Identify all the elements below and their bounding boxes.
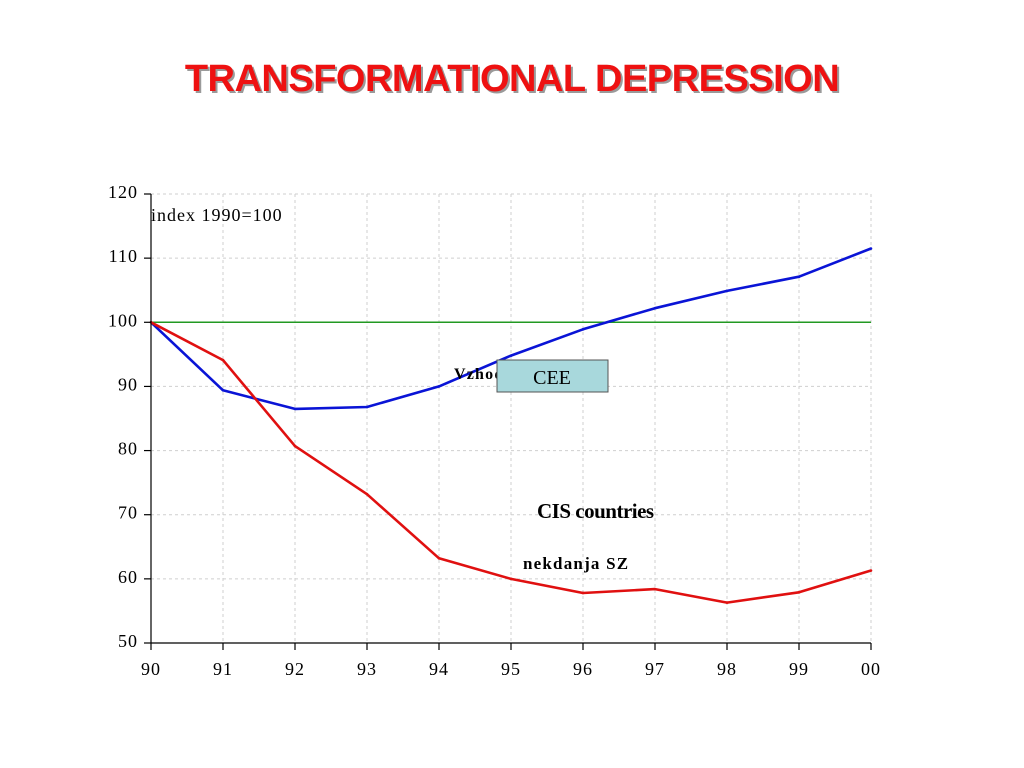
data-point-0-94 xyxy=(437,385,441,388)
x-tick-label-91: 91 xyxy=(213,659,233,679)
data-point-0-92 xyxy=(293,407,297,411)
y-tick-label-120: 120 xyxy=(108,182,138,202)
x-tick-label-90: 90 xyxy=(141,659,161,679)
data-point-1-95 xyxy=(509,577,513,581)
series-layer xyxy=(149,247,873,604)
y-axis-label: index 1990=100 xyxy=(151,205,283,225)
y-tick-label-60: 60 xyxy=(118,567,138,587)
x-tick-label-93: 93 xyxy=(357,659,377,679)
cee-label: CEE xyxy=(533,367,571,389)
data-point-0-97 xyxy=(653,306,657,310)
data-point-1-92 xyxy=(293,444,297,448)
x-tick-label-97: 97 xyxy=(645,659,665,679)
x-tick-label-98: 98 xyxy=(717,659,737,679)
data-point-0-96 xyxy=(581,328,585,331)
data-point-1-98 xyxy=(725,601,729,604)
x-tick-label-96: 96 xyxy=(573,659,593,679)
series-label-nekdanja-sz: nekdanja SZ xyxy=(523,554,629,573)
data-point-0-98 xyxy=(725,289,729,293)
data-point-0-93 xyxy=(365,405,369,409)
data-point-1-96 xyxy=(581,591,585,595)
y-tick-label-110: 110 xyxy=(109,246,138,266)
grid xyxy=(151,193,872,643)
data-point-1-00 xyxy=(869,569,873,572)
x-tick-label-95: 95 xyxy=(501,659,521,679)
x-tick-label-99: 99 xyxy=(789,659,809,679)
data-point-0-00 xyxy=(869,247,873,250)
y-tick-label-70: 70 xyxy=(118,503,138,523)
data-point-1-94 xyxy=(437,557,441,560)
data-point-1-91 xyxy=(221,358,225,362)
x-tick-label-92: 92 xyxy=(285,659,305,679)
cee-label-box xyxy=(496,359,609,393)
data-point-1-93 xyxy=(365,492,369,496)
data-point-1-97 xyxy=(653,587,657,591)
tick-labels: 50 60 70 80 90 100 110 120 90 91 92 93 94 95 96 97 98 99 0… xyxy=(108,182,881,679)
y-tick-label-50: 50 xyxy=(118,631,138,651)
data-point-0-91 xyxy=(221,388,225,392)
y-tick-label-100: 100 xyxy=(108,310,138,330)
data-point-0-99 xyxy=(797,275,801,279)
cis-countries-label: CIS countries xyxy=(537,499,654,523)
y-tick-label-90: 90 xyxy=(118,374,138,394)
slide-title: TRANSFORMATIONAL DEPRESSION xyxy=(184,58,840,100)
data-point-1-99 xyxy=(797,591,801,594)
data-point-0-95 xyxy=(509,354,513,357)
y-tick-label-80: 80 xyxy=(118,439,138,459)
x-tick-label-00: 00 xyxy=(861,659,881,679)
x-tick-label-94: 94 xyxy=(429,659,449,679)
axes xyxy=(144,193,872,650)
